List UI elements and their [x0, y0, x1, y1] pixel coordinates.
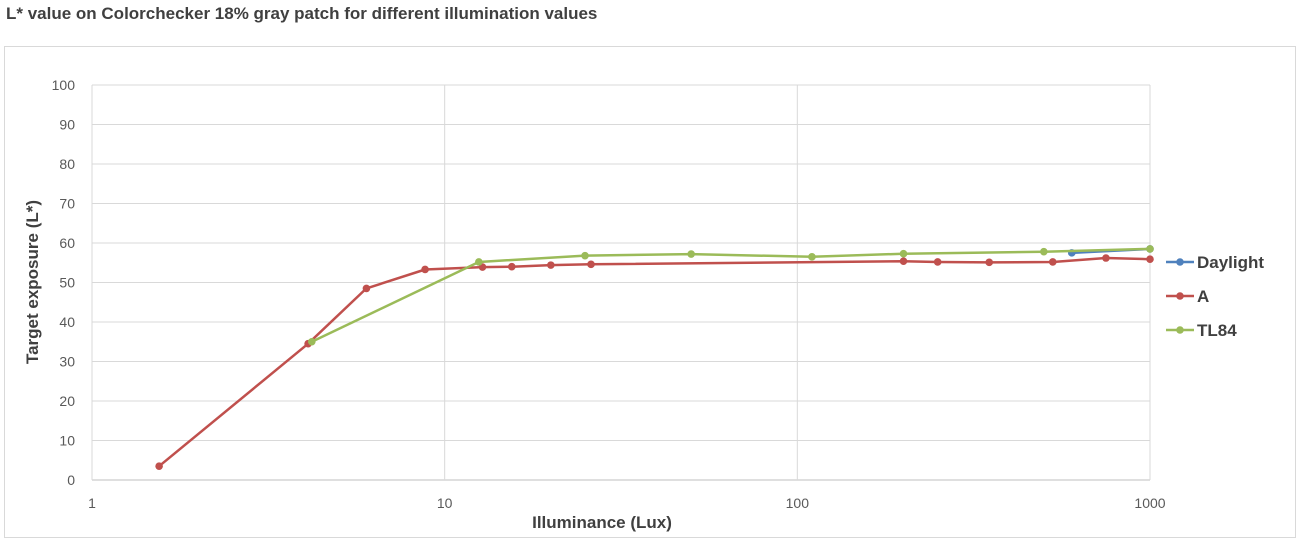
- data-point: [1102, 254, 1110, 262]
- y-tick-label: 70: [59, 196, 75, 212]
- data-point: [362, 284, 371, 293]
- data-point: [687, 250, 695, 258]
- legend-swatch-marker: [1176, 258, 1184, 266]
- series-tl84: [307, 245, 1154, 346]
- legend-swatch-marker: [1176, 326, 1184, 334]
- legend-swatch-marker: [1176, 292, 1184, 300]
- y-axis-title: Target exposure (L*): [23, 200, 42, 364]
- data-point: [1146, 255, 1154, 263]
- legend-label: TL84: [1197, 321, 1237, 340]
- y-tick-label: 0: [67, 472, 75, 488]
- legend-item-tl84: TL84: [1166, 321, 1237, 340]
- chart-area: [4, 46, 1296, 538]
- data-point: [899, 249, 908, 258]
- data-point: [155, 462, 163, 470]
- y-tick-label: 40: [59, 314, 75, 330]
- data-point: [547, 261, 555, 269]
- x-tick-label: 10: [437, 495, 453, 511]
- data-point: [421, 265, 429, 274]
- y-tick-label: 50: [59, 275, 75, 291]
- gridlines: [91, 84, 1151, 481]
- x-tick-label: 1000: [1134, 495, 1165, 511]
- data-point: [581, 251, 589, 260]
- y-tick-label: 60: [59, 235, 75, 251]
- data-point: [1146, 245, 1154, 253]
- data-point: [475, 258, 483, 266]
- x-tick-label: 100: [786, 495, 810, 511]
- y-tick-label: 10: [59, 433, 75, 449]
- series-lines: [155, 245, 1154, 470]
- y-tick-label: 20: [59, 393, 75, 409]
- legend-label: Daylight: [1197, 253, 1264, 272]
- series-line: [158, 256, 1151, 468]
- series-a: [155, 254, 1154, 470]
- series-line: [311, 247, 1151, 343]
- y-tick-label: 90: [59, 117, 75, 133]
- data-point: [933, 258, 942, 266]
- data-point: [507, 262, 516, 271]
- data-point: [899, 257, 908, 265]
- legend-item-daylight: Daylight: [1166, 253, 1264, 272]
- data-point: [587, 260, 595, 269]
- data-point: [808, 253, 816, 261]
- legend-label: A: [1197, 287, 1209, 306]
- y-tick-label: 80: [59, 156, 75, 172]
- y-tick-label: 30: [59, 354, 75, 370]
- y-tick-label: 100: [52, 77, 76, 93]
- y-axis-tick-labels: 0 10 20 30 40 50 60 70 80 90 100: [52, 77, 76, 488]
- data-point: [307, 337, 316, 346]
- x-tick-label: 1: [88, 495, 96, 511]
- legend: Daylight A TL84: [1166, 253, 1264, 340]
- legend-item-a: A: [1166, 287, 1209, 306]
- chart-title: L* value on Colorchecker 18% gray patch …: [6, 4, 598, 23]
- x-axis-tick-labels: 1 10 100 1000: [88, 495, 1166, 511]
- data-point: [1040, 247, 1048, 256]
- x-axis-title: Illuminance (Lux): [532, 513, 672, 532]
- data-point: [1048, 258, 1057, 266]
- data-point: [985, 258, 994, 267]
